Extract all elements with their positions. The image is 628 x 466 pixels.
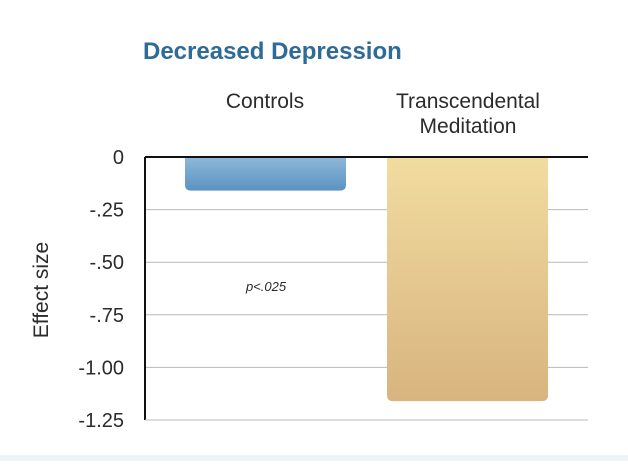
y-tick-label: -.75: [90, 305, 124, 327]
bars: [185, 157, 548, 402]
axes: [144, 156, 588, 421]
y-tick-label: -.25: [90, 200, 124, 222]
y-tick-label: 0: [113, 147, 124, 169]
y-tick-label: -1.00: [78, 357, 124, 379]
category-label: Controls: [226, 90, 304, 113]
category-label: Transcendental: [396, 90, 540, 113]
bar-transcendental-meditation: [387, 157, 548, 402]
bottom-strip: [0, 455, 628, 461]
chart-title: Decreased Depression: [143, 38, 402, 65]
y-tick-label: -.50: [90, 252, 124, 274]
bar-controls: [185, 157, 346, 191]
category-label: Meditation: [420, 115, 517, 138]
y-tick-label: -1.25: [78, 410, 124, 432]
y-tick-labels: 0 -.25 -.50 -.75 -1.00 -1.25: [78, 147, 124, 432]
significance-annotation: p<.025: [245, 279, 287, 294]
y-axis-label: Effect size: [30, 242, 53, 339]
